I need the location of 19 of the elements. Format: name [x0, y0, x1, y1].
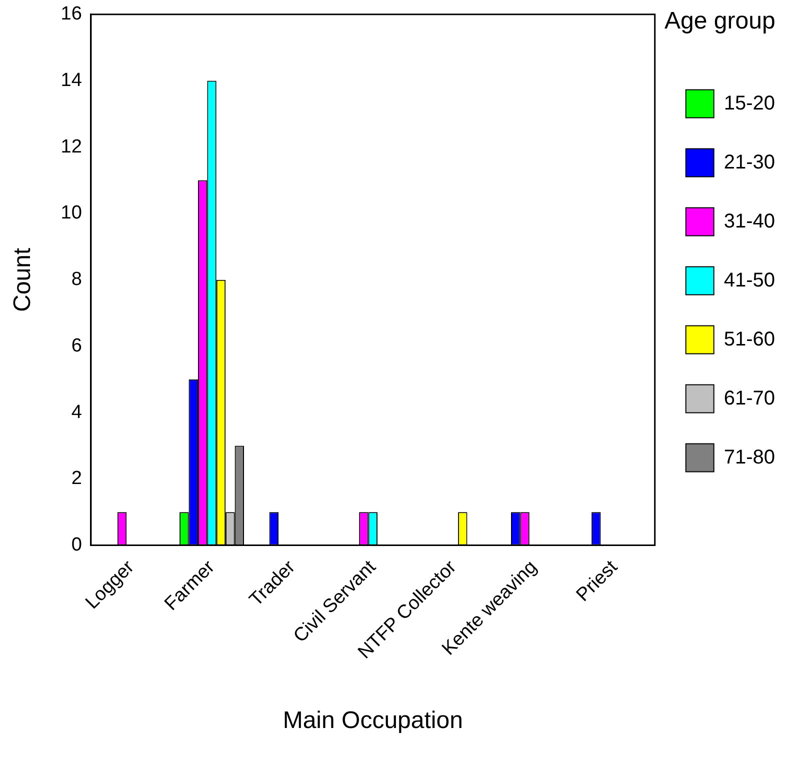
legend-label: 51-60 [724, 328, 776, 350]
y-axis-title: Count [9, 247, 36, 312]
y-tick-label: 0 [71, 534, 82, 556]
legend-label: 21-30 [724, 151, 776, 174]
y-tick-label: 8 [71, 269, 82, 290]
legend-label: 31-40 [724, 210, 776, 232]
legend-label: 61-70 [724, 387, 776, 410]
y-tick-label: 2 [71, 468, 82, 490]
y-tick-label: 14 [60, 70, 82, 91]
legend-label: 71-80 [724, 446, 776, 468]
y-tick-label: 12 [60, 136, 82, 158]
legend-label: 41-50 [724, 269, 776, 292]
legend-label: 15-20 [724, 92, 776, 114]
y-tick-label: 6 [71, 335, 82, 356]
x-axis-title: Main Occupation [282, 707, 463, 734]
y-tick-label: 16 [60, 4, 82, 25]
legend-title: Age group [664, 8, 776, 35]
y-tick-label: 10 [60, 202, 82, 224]
y-tick-label: 4 [71, 402, 82, 423]
